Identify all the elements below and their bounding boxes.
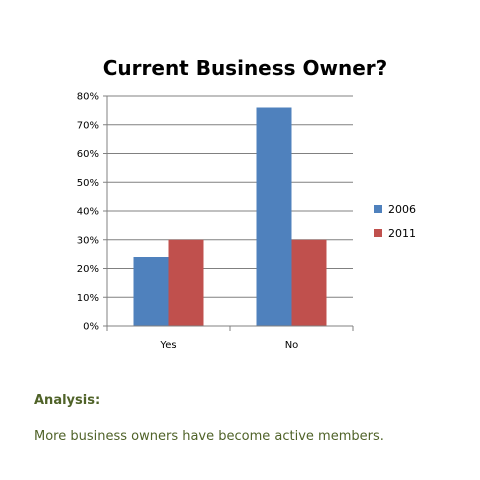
legend-label-2011: 2011 (388, 227, 416, 240)
analysis-heading: Analysis: (34, 393, 101, 408)
legend-swatch-2006 (374, 205, 382, 213)
bar-2011-yes (168, 239, 204, 326)
x-tick-label: No (285, 340, 299, 351)
axes (106, 96, 354, 331)
chart: Current Business Owner? 0% 10% 20% 30% 40% 50… (77, 56, 416, 351)
bar-2006-no (256, 107, 292, 326)
analysis-text: More business owners have become active … (34, 429, 384, 444)
x-tick-label: Yes (159, 340, 176, 351)
y-tick-label: 80% (77, 92, 99, 103)
y-tick-label: 10% (77, 293, 99, 304)
bar-2011-no (291, 239, 327, 326)
y-tick-label: 20% (77, 264, 99, 275)
legend-label-2006: 2006 (388, 203, 416, 216)
y-tick-label: 50% (77, 178, 99, 189)
bars (133, 107, 327, 326)
y-tick-label: 40% (77, 207, 99, 218)
y-tick-label: 0% (83, 322, 99, 333)
x-axis-labels: Yes No (159, 340, 298, 351)
bar-2006-yes (133, 257, 169, 326)
y-axis-ticks: 0% 10% 20% 30% 40% 50% 60% 70% 80% (77, 92, 107, 333)
y-tick-label: 30% (77, 235, 99, 246)
y-tick-label: 70% (77, 120, 99, 131)
y-tick-label: 60% (77, 149, 99, 160)
legend-swatch-2011 (374, 229, 382, 237)
legend: 2006 2011 (374, 203, 416, 240)
chart-title: Current Business Owner? (103, 56, 388, 80)
